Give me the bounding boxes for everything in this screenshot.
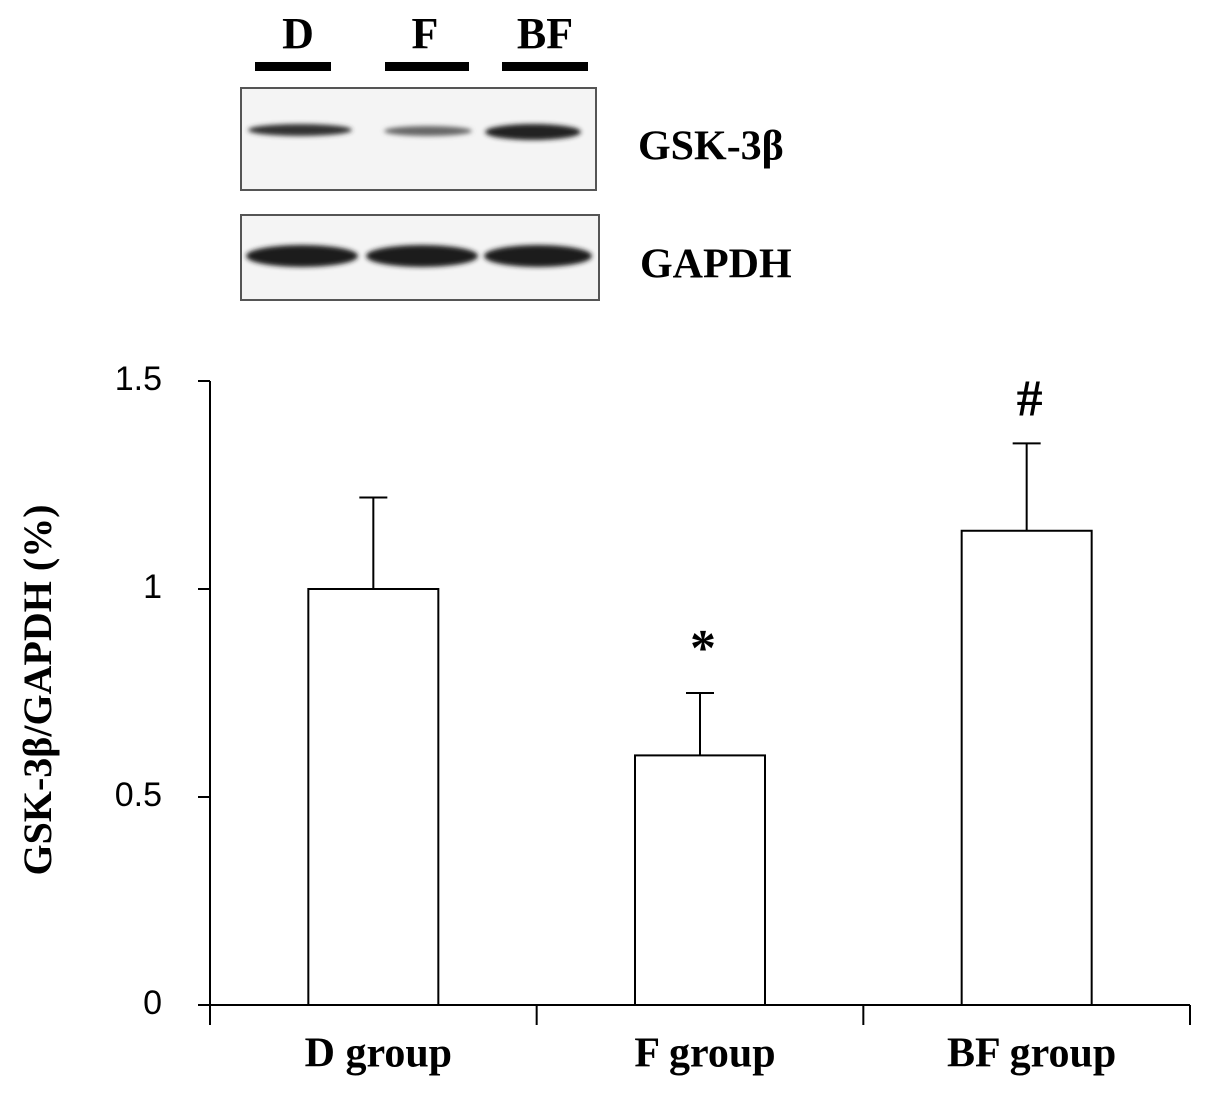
y-tick-label: 1 — [143, 568, 162, 606]
significance-marker: # — [1017, 370, 1043, 427]
lane-label: BF — [517, 9, 573, 58]
lane-bar — [502, 62, 588, 71]
x-tick-label: F group — [634, 1031, 775, 1077]
y-tick-label: 0.5 — [115, 776, 162, 814]
x-tick-label: D group — [305, 1031, 452, 1077]
bar — [307, 588, 440, 1006]
blot: D F BF GSK-3β GAPDH — [240, 9, 792, 301]
band — [485, 124, 581, 140]
bar — [960, 529, 1093, 1006]
lane-label: D — [282, 9, 314, 58]
band — [384, 126, 472, 136]
band — [366, 245, 478, 267]
y-tick-label: 1.5 — [115, 360, 162, 398]
y-axis-label: GSK-3β/GAPDH (%) — [15, 504, 60, 875]
band — [484, 245, 592, 267]
bar — [634, 754, 766, 1007]
significance-marker: * — [690, 620, 716, 677]
band — [246, 245, 358, 267]
band — [248, 124, 352, 136]
x-tick-label: BF group — [947, 1031, 1116, 1077]
lane-bar — [385, 62, 469, 71]
lane-label: F — [412, 9, 439, 58]
y-tick-label: 0 — [143, 984, 162, 1022]
bands — [246, 124, 592, 267]
lane-bar — [255, 62, 331, 71]
protein-label: GSK-3β — [638, 124, 784, 170]
protein-label: GAPDH — [640, 242, 792, 288]
